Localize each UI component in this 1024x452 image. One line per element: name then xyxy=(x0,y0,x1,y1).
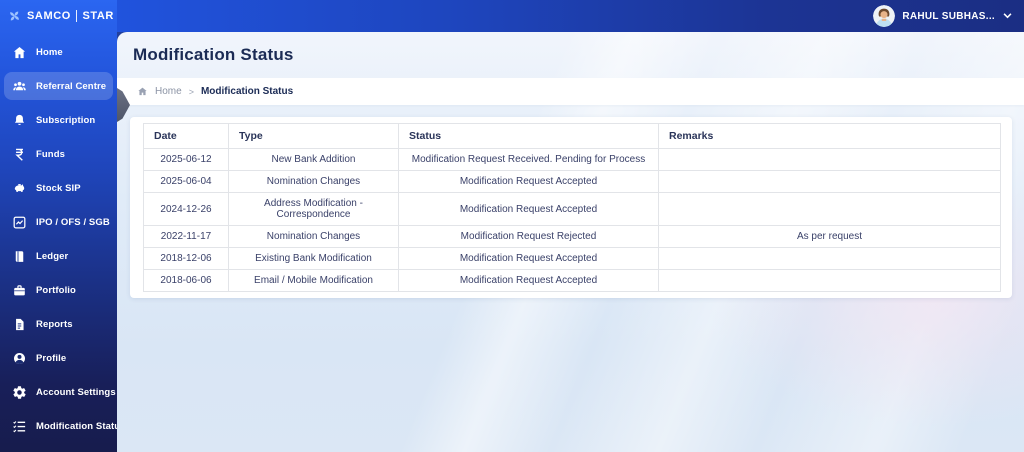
cell-date: 2025-06-12 xyxy=(143,148,229,171)
cell-type: Nomination Changes xyxy=(228,170,399,193)
content-area: Date Type Status Remarks 2025-06-12 New … xyxy=(117,105,1024,298)
sidebar-nav: Home Referral Centre xyxy=(0,32,125,440)
brand-logo[interactable]: SAMCO STAR xyxy=(0,0,117,32)
page-title: Modification Status xyxy=(133,45,294,64)
sidebar-item-label: Stock SIP xyxy=(36,182,81,194)
checklist-icon xyxy=(12,419,27,434)
table-row: 2022-11-17 Nomination Changes Modificati… xyxy=(143,225,1001,248)
table-row: 2025-06-12 New Bank Addition Modificatio… xyxy=(143,148,1001,171)
cell-status: Modification Request Rejected xyxy=(398,225,659,248)
piggy-bank-icon xyxy=(12,181,27,196)
column-header-remarks: Remarks xyxy=(658,123,1001,149)
cell-status: Modification Request Received. Pending f… xyxy=(398,148,659,171)
cell-status: Modification Request Accepted xyxy=(398,192,659,226)
cell-date: 2018-12-06 xyxy=(143,247,229,270)
sidebar-item-label: Ledger xyxy=(36,250,69,262)
home-icon xyxy=(137,86,148,97)
sidebar-item-subscription[interactable]: Subscription xyxy=(4,106,113,134)
home-icon xyxy=(12,45,27,60)
report-icon xyxy=(12,317,27,332)
cell-remarks xyxy=(658,192,1001,226)
referral-centre-icon xyxy=(12,79,27,94)
sidebar-item-referral-centre[interactable]: Referral Centre xyxy=(4,72,113,100)
table-row: 2018-06-06 Email / Mobile Modification M… xyxy=(143,269,1001,292)
sidebar-item-label: Subscription xyxy=(36,114,96,126)
cell-remarks xyxy=(658,170,1001,193)
sidebar-item-label: Funds xyxy=(36,148,65,160)
breadcrumb: Home > Modification Status xyxy=(117,78,1024,105)
brand-name-samco: SAMCO xyxy=(27,10,71,22)
ledger-icon xyxy=(12,249,27,264)
sidebar-item-home[interactable]: Home xyxy=(4,38,113,66)
column-header-type: Type xyxy=(228,123,399,149)
bell-icon xyxy=(12,113,27,128)
cell-remarks: As per request xyxy=(658,225,1001,248)
cell-type: Existing Bank Modification xyxy=(228,247,399,270)
sidebar-item-label: Account Settings xyxy=(36,386,116,398)
modification-status-table: Date Type Status Remarks 2025-06-12 New … xyxy=(143,123,1001,292)
sidebar-item-label: Home xyxy=(36,46,63,58)
cell-date: 2018-06-06 xyxy=(143,269,229,292)
cell-remarks xyxy=(658,269,1001,292)
sidebar-item-label: Profile xyxy=(36,352,67,364)
brand-name-star: STAR xyxy=(82,10,114,22)
breadcrumb-current: Modification Status xyxy=(200,86,294,97)
sidebar-item-portfolio[interactable]: Portfolio xyxy=(4,276,113,304)
sidebar-item-account-settings[interactable]: Account Settings xyxy=(4,378,116,406)
samco-pinwheel-icon xyxy=(7,9,22,24)
sidebar-item-stock-sip[interactable]: Stock SIP xyxy=(4,174,113,202)
cell-status: Modification Request Accepted xyxy=(398,269,659,292)
breadcrumb-home-link[interactable]: Home xyxy=(155,86,182,97)
sidebar-item-label: Reports xyxy=(36,318,73,330)
brand-divider xyxy=(75,10,78,22)
cell-date: 2025-06-04 xyxy=(143,170,229,193)
cell-date: 2022-11-17 xyxy=(143,225,229,248)
user-menu[interactable]: RAHUL SUBHAS... xyxy=(873,0,1012,32)
cell-status: Modification Request Accepted xyxy=(398,170,659,193)
sidebar-item-label: Modification Status xyxy=(36,420,126,432)
sidebar-item-label: IPO / OFS / SGB xyxy=(36,216,110,228)
top-bar: RAHUL SUBHAS... xyxy=(0,0,1024,32)
main-content: Modification Status Home > Modification … xyxy=(117,32,1024,452)
chevron-down-icon xyxy=(1003,13,1012,19)
briefcase-icon xyxy=(12,283,27,298)
profile-icon xyxy=(12,351,27,366)
cell-type: Email / Mobile Modification xyxy=(228,269,399,292)
cell-type: Nomination Changes xyxy=(228,225,399,248)
table-row: 2024-12-26 Address Modification - Corres… xyxy=(143,192,1001,226)
rupee-icon xyxy=(12,147,27,162)
page-header: Modification Status xyxy=(117,32,1024,78)
sidebar-item-ipo-ofs-sgb[interactable]: IPO / OFS / SGB xyxy=(4,208,113,236)
cell-type: New Bank Addition xyxy=(228,148,399,171)
cell-status: Modification Request Accepted xyxy=(398,247,659,270)
sidebar-item-reports[interactable]: Reports xyxy=(4,310,113,338)
cell-date: 2024-12-26 xyxy=(143,192,229,226)
breadcrumb-separator: > xyxy=(188,86,194,97)
user-name: RAHUL SUBHAS... xyxy=(902,10,995,22)
table-header-row: Date Type Status Remarks xyxy=(143,123,1001,149)
table-row: 2018-12-06 Existing Bank Modification Mo… xyxy=(143,247,1001,270)
sidebar-item-label: Referral Centre xyxy=(36,80,107,92)
sidebar: SAMCO STAR Home Referral xyxy=(0,0,125,452)
sidebar-item-funds[interactable]: Funds xyxy=(4,140,113,168)
sidebar-item-profile[interactable]: Profile xyxy=(4,344,113,372)
cell-type: Address Modification - Correspondence xyxy=(228,192,399,226)
column-header-date: Date xyxy=(143,123,229,149)
column-header-status: Status xyxy=(398,123,659,149)
cell-remarks xyxy=(658,247,1001,270)
sidebar-item-ledger[interactable]: Ledger xyxy=(4,242,113,270)
gear-icon xyxy=(12,385,27,400)
sidebar-item-modification-status[interactable]: Modification Status xyxy=(4,412,125,440)
chart-icon xyxy=(12,215,27,230)
sidebar-item-label: Portfolio xyxy=(36,284,76,296)
avatar xyxy=(873,5,896,27)
modification-status-card: Date Type Status Remarks 2025-06-12 New … xyxy=(130,117,1012,298)
table-row: 2025-06-04 Nomination Changes Modificati… xyxy=(143,170,1001,193)
cell-remarks xyxy=(658,148,1001,171)
